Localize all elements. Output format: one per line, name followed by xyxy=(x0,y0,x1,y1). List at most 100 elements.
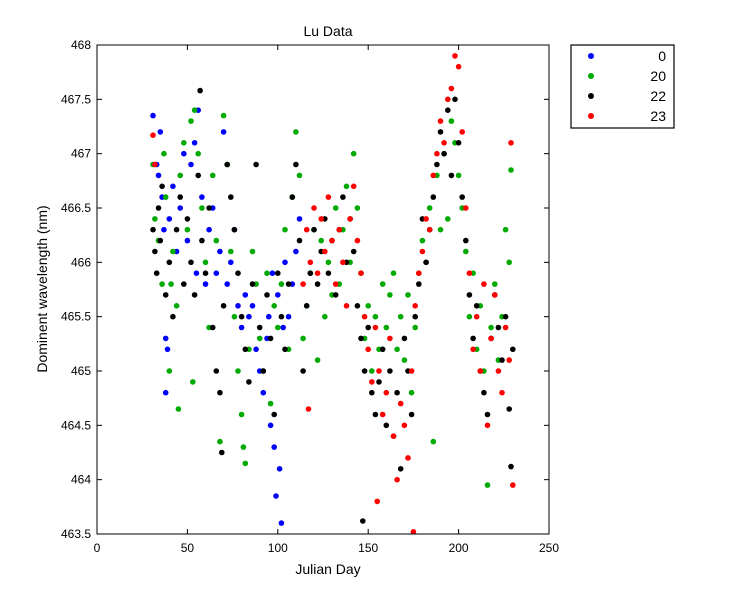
data-point xyxy=(202,270,209,277)
data-point xyxy=(190,379,196,385)
data-point xyxy=(219,449,225,456)
x-tick-label: 150 xyxy=(358,541,378,555)
y-tick-label: 465.5 xyxy=(61,310,91,324)
data-point xyxy=(466,292,473,298)
data-point xyxy=(325,259,332,266)
y-tick-label: 468 xyxy=(71,38,91,52)
legend-marker-0 xyxy=(588,53,594,59)
data-point xyxy=(282,259,288,266)
data-point xyxy=(412,313,419,320)
legend-marker-22 xyxy=(588,93,594,99)
data-point xyxy=(322,248,328,255)
data-point xyxy=(276,466,283,472)
data-point xyxy=(184,226,191,233)
data-point xyxy=(224,281,230,287)
data-point xyxy=(199,205,205,211)
legend-label-0: 0 xyxy=(658,48,666,64)
data-point xyxy=(477,368,484,374)
data-point xyxy=(159,183,165,190)
y-tick-label: 464.5 xyxy=(61,418,91,432)
data-point xyxy=(401,335,408,342)
data-point xyxy=(296,172,303,179)
data-point xyxy=(412,303,419,309)
legend-label-23: 23 xyxy=(650,108,666,124)
data-point xyxy=(213,270,220,277)
data-point xyxy=(423,216,429,222)
data-point xyxy=(175,406,182,412)
data-point xyxy=(369,389,375,396)
data-point xyxy=(430,194,437,200)
data-point xyxy=(195,150,201,157)
data-point xyxy=(193,270,200,277)
legend-marker-20 xyxy=(588,73,594,79)
data-point xyxy=(410,529,417,535)
data-point xyxy=(434,150,440,157)
data-point xyxy=(394,476,400,483)
data-point xyxy=(441,150,447,157)
data-point xyxy=(361,368,368,374)
x-axis-label: Julian Day xyxy=(295,561,360,577)
data-point xyxy=(285,281,292,287)
data-point xyxy=(347,216,353,222)
data-point xyxy=(506,259,512,266)
data-point xyxy=(508,167,514,173)
data-point xyxy=(199,237,205,244)
data-point xyxy=(195,172,201,179)
data-point xyxy=(365,324,372,331)
data-point xyxy=(206,226,212,233)
data-point xyxy=(191,292,198,298)
data-point xyxy=(231,226,238,233)
data-point xyxy=(153,270,160,277)
data-point xyxy=(197,87,203,94)
data-point xyxy=(209,324,216,331)
data-point xyxy=(484,422,491,429)
data-point xyxy=(231,313,238,320)
data-point xyxy=(408,389,415,396)
data-point xyxy=(161,226,167,233)
data-point xyxy=(168,281,174,287)
data-point xyxy=(466,270,473,277)
y-tick-label: 464 xyxy=(71,473,91,487)
data-point xyxy=(423,259,429,266)
data-point xyxy=(510,346,516,353)
data-point xyxy=(448,85,455,92)
data-point xyxy=(332,281,339,287)
y-axis: 463.5 464 464.5 465 465.5 466 466.5 467 467.5 468 xyxy=(61,38,549,541)
data-point xyxy=(253,161,259,168)
data-point xyxy=(152,248,158,255)
data-point xyxy=(278,281,285,287)
data-point xyxy=(387,335,393,342)
x-tick-label: 50 xyxy=(181,541,195,555)
data-point xyxy=(354,303,361,309)
data-point xyxy=(188,161,194,168)
data-point xyxy=(162,389,169,396)
data-point xyxy=(314,357,321,363)
legend-label-20: 20 xyxy=(650,68,666,84)
data-point xyxy=(213,368,220,374)
data-point xyxy=(473,313,480,320)
data-point xyxy=(336,226,343,233)
data-point xyxy=(343,303,350,309)
points-layer xyxy=(150,53,516,535)
data-point xyxy=(260,368,267,374)
data-point xyxy=(358,270,364,277)
data-point xyxy=(322,313,328,320)
data-point xyxy=(273,493,279,499)
data-point xyxy=(159,281,165,287)
data-point xyxy=(280,324,287,331)
data-point xyxy=(161,150,167,157)
data-point xyxy=(470,346,476,353)
data-point xyxy=(293,129,299,135)
data-point xyxy=(217,248,223,255)
data-point xyxy=(360,518,366,524)
data-point xyxy=(325,194,332,200)
data-point xyxy=(430,438,437,445)
x-tick-label: 200 xyxy=(449,541,469,555)
data-point xyxy=(495,324,502,331)
data-point xyxy=(238,324,245,331)
data-point xyxy=(228,194,234,200)
data-point xyxy=(311,205,317,211)
data-point xyxy=(170,248,176,255)
data-point xyxy=(426,205,433,211)
